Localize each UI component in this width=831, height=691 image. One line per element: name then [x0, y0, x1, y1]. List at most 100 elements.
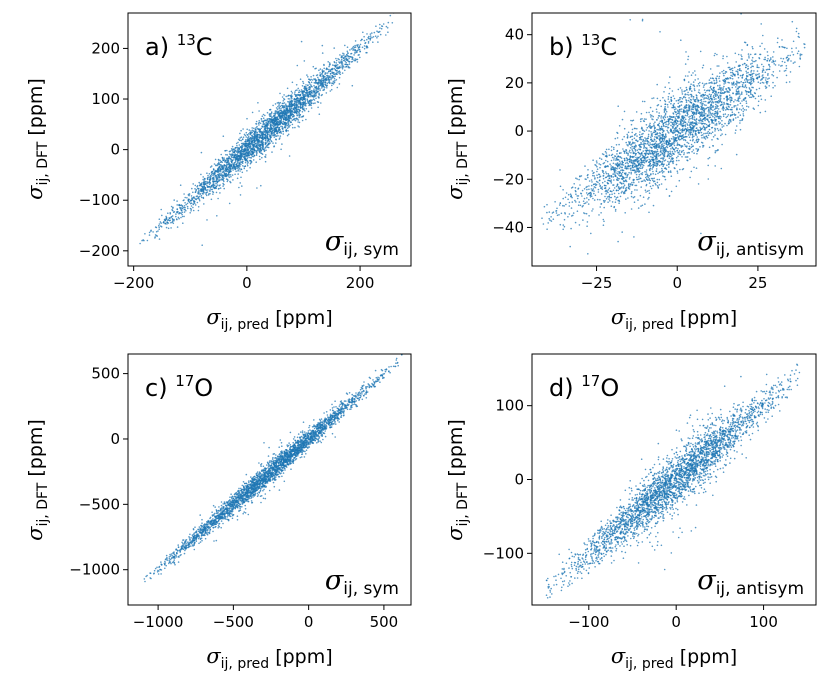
data-point: [290, 102, 293, 104]
data-point: [278, 138, 281, 140]
data-point: [269, 123, 271, 125]
data-point: [739, 128, 742, 131]
data-point: [617, 171, 619, 173]
data-point: [720, 116, 722, 118]
data-point: [200, 194, 203, 197]
data-point: [636, 161, 639, 164]
data-point: [654, 121, 656, 123]
data-point: [625, 176, 627, 179]
data-point: [668, 101, 671, 103]
data-point: [280, 107, 282, 110]
data-point: [748, 55, 750, 57]
data-point: [562, 228, 564, 231]
data-point: [655, 163, 658, 165]
data-point: [323, 67, 326, 70]
data-point: [710, 93, 712, 96]
data-point: [673, 144, 676, 147]
data-point: [212, 173, 215, 175]
data-point: [749, 74, 752, 76]
data-point: [713, 79, 715, 82]
data-point: [783, 70, 786, 72]
data-point: [271, 131, 273, 133]
data-point: [282, 110, 285, 113]
data-point: [242, 152, 245, 155]
data-point: [650, 298, 652, 300]
data-point: [258, 124, 260, 126]
data-point: [680, 108, 683, 110]
data-point: [772, 60, 775, 63]
data-point: [213, 173, 216, 176]
data-point: [278, 107, 281, 110]
data-point: [630, 143, 632, 146]
data-point: [597, 181, 599, 184]
data-point: [175, 213, 177, 215]
data-point: [687, 94, 690, 96]
data-point: [611, 190, 613, 193]
data-point: [255, 146, 258, 149]
data-point: [243, 165, 246, 168]
data-point: [675, 100, 678, 102]
data-point: [260, 140, 262, 142]
data-point: [704, 119, 706, 122]
data-point: [708, 93, 711, 96]
data-point: [288, 107, 291, 110]
data-point: [687, 148, 690, 150]
data-point: [322, 85, 325, 87]
data-point: [280, 104, 283, 107]
data-point: [639, 194, 642, 197]
data-point: [752, 107, 755, 109]
data-point: [659, 129, 661, 132]
data-point: [608, 198, 610, 200]
data-point: [684, 124, 687, 126]
data-point: [276, 132, 279, 135]
data-point: [689, 158, 691, 160]
data-point: [142, 239, 144, 241]
data-point: [282, 133, 285, 135]
data-point: [678, 159, 680, 162]
data-point: [621, 183, 623, 185]
data-point: [784, 61, 786, 64]
data-point: [688, 71, 690, 73]
data-point: [261, 143, 264, 146]
data-point: [766, 82, 768, 85]
data-point: [228, 167, 231, 170]
data-point: [170, 205, 173, 208]
data-point: [627, 154, 629, 156]
data-point: [635, 111, 638, 113]
data-point: [743, 41, 746, 44]
data-point: [222, 170, 224, 172]
data-point: [618, 143, 620, 146]
data-point: [240, 176, 242, 179]
data-point: [690, 95, 693, 98]
data-point: [712, 115, 714, 118]
data-point: [622, 164, 625, 166]
data-point: [704, 127, 706, 130]
data-point: [727, 123, 730, 125]
data-point: [706, 132, 709, 134]
data-point: [562, 189, 564, 191]
data-point: [188, 193, 191, 195]
axes-frame: [127, 12, 412, 267]
data-point: [656, 158, 659, 160]
data-point: [302, 82, 305, 85]
data-point: [747, 71, 749, 74]
data-point: [744, 85, 747, 87]
data-point: [722, 125, 725, 127]
data-point: [546, 211, 548, 214]
data-point: [305, 86, 307, 88]
data-point: [681, 134, 683, 137]
data-point: [596, 168, 599, 170]
data-point: [261, 137, 263, 140]
data-point: [650, 173, 652, 176]
data-point: [663, 99, 666, 102]
data-point: [562, 224, 565, 226]
data-point: [628, 160, 631, 163]
data-point: [641, 204, 644, 207]
data-point: [249, 159, 251, 162]
data-point: [667, 160, 669, 163]
data-point: [246, 157, 249, 160]
data-point: [651, 177, 654, 180]
data-point: [621, 118, 624, 121]
data-point: [225, 178, 228, 180]
data-point: [770, 95, 772, 97]
